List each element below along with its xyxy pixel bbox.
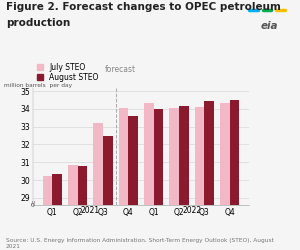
Legend: July STEO, August STEO: July STEO, August STEO (37, 62, 98, 82)
Text: million barrels  per day: million barrels per day (4, 82, 73, 87)
Bar (119, 108, 128, 250)
Text: production: production (6, 18, 70, 28)
Bar (144, 103, 154, 250)
Text: 2021: 2021 (81, 206, 100, 215)
Bar (93, 123, 103, 250)
Text: //: // (31, 200, 35, 205)
Bar (128, 116, 138, 250)
Bar (195, 107, 204, 250)
Text: 0: 0 (31, 203, 35, 208)
Bar (68, 165, 78, 250)
Bar (103, 136, 113, 250)
Text: Figure 2. Forecast changes to OPEC petroleum: Figure 2. Forecast changes to OPEC petro… (6, 2, 281, 12)
Bar (204, 101, 214, 250)
Text: Source: U.S. Energy Information Administration, Short-Term Energy Outlook (STEO): Source: U.S. Energy Information Administ… (6, 238, 274, 249)
Bar (43, 176, 52, 250)
Bar (230, 100, 239, 250)
Bar (220, 103, 230, 250)
Bar (52, 174, 62, 250)
Text: eia: eia (261, 21, 278, 31)
Bar (179, 106, 189, 250)
Bar (169, 108, 179, 250)
Bar (154, 109, 163, 250)
Text: forecast: forecast (105, 66, 136, 74)
Text: 2022: 2022 (182, 206, 201, 215)
Bar (78, 166, 87, 250)
